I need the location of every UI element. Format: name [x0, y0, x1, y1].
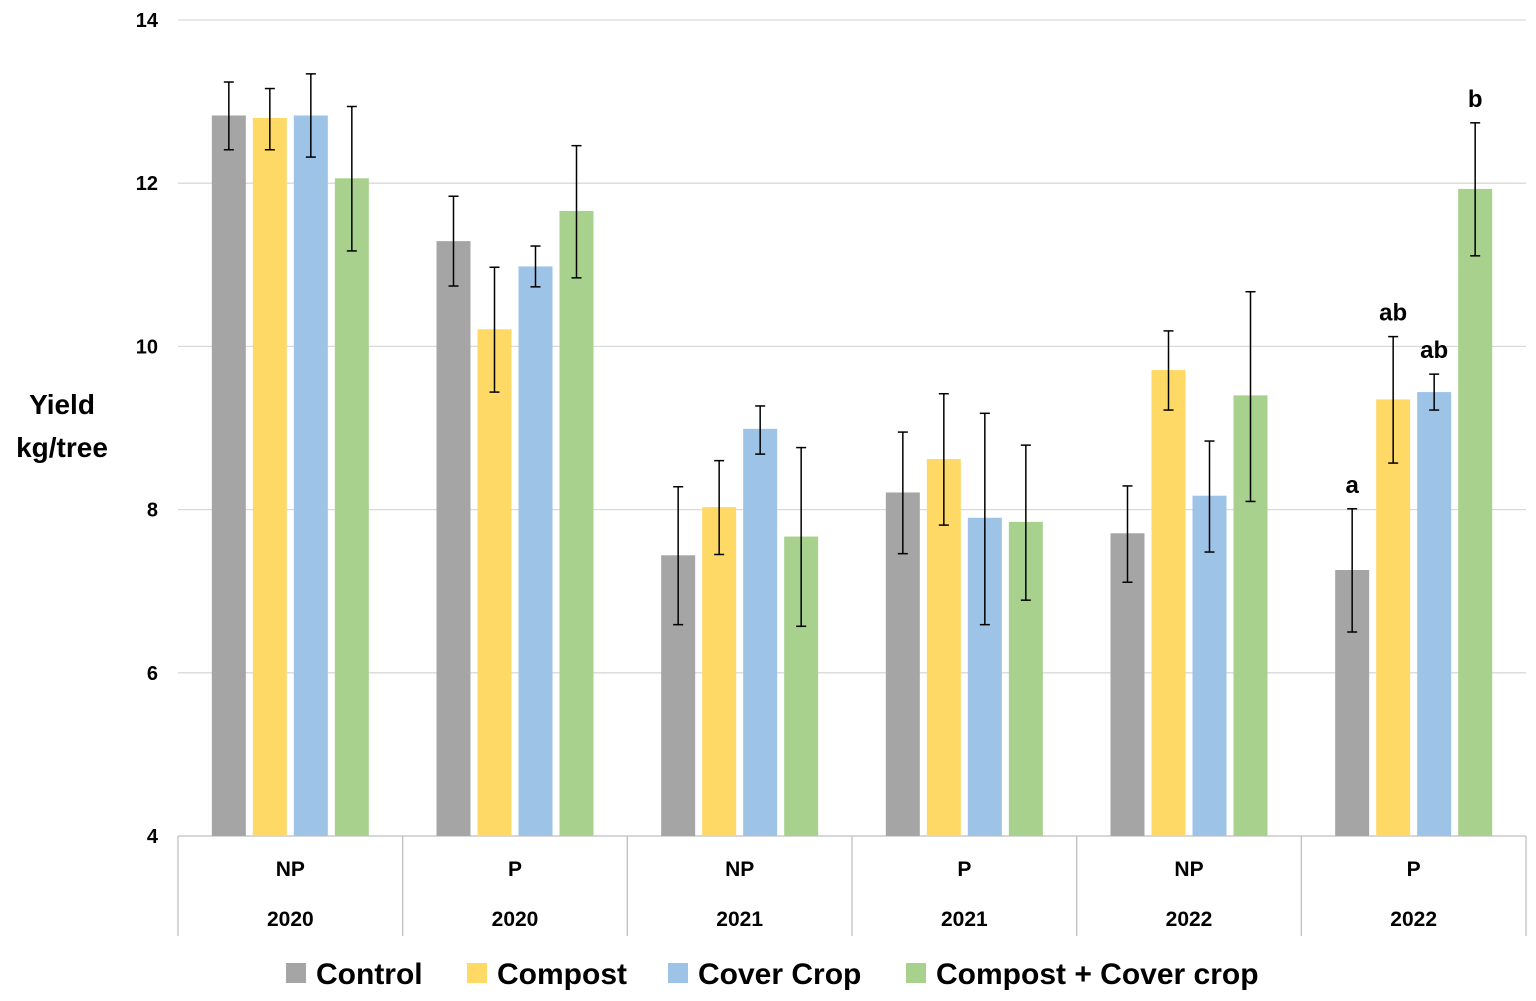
legend-swatch: [906, 963, 926, 983]
significance-letter: ab: [1379, 300, 1407, 327]
x-tick-label-group: NP: [276, 858, 305, 881]
y-tick-label: 8: [147, 500, 158, 522]
bar-compost-cover-crop: [334, 178, 369, 836]
x-tick-label-year: 2020: [267, 908, 314, 931]
bar-cover-crop: [1417, 392, 1452, 836]
bar-compost: [252, 117, 287, 837]
legend-label: Control: [316, 958, 423, 991]
x-tick-label-group: P: [957, 858, 971, 881]
axes: 4 6 8 10 12 14 NP 2020 P 2020 NP 2021 P 2021 NP 2022 P 20…: [136, 10, 1527, 936]
bar-compost: [702, 507, 737, 836]
gridlines: [178, 19, 1526, 837]
bar-control: [211, 115, 246, 837]
bar-control: [436, 241, 471, 837]
y-tick-label: 6: [147, 663, 158, 685]
y-tick-label: 10: [136, 336, 158, 358]
bar-compost: [477, 329, 512, 836]
legend-swatch: [467, 963, 487, 983]
bar-control: [1110, 533, 1145, 836]
x-tick-label-group: P: [1407, 858, 1421, 881]
y-tick-label: 12: [136, 173, 158, 195]
x-tick-label-year: 2020: [492, 908, 539, 931]
x-tick-label-year: 2022: [1166, 908, 1213, 931]
legend-label: Compost + Cover crop: [936, 958, 1259, 991]
bar-cover-crop: [743, 428, 778, 836]
y-axis-label-line1: Yield: [29, 389, 95, 420]
y-tick-label: 14: [136, 10, 159, 32]
x-tick-label-year: 2021: [716, 908, 763, 931]
significance-letter: a: [1345, 472, 1359, 499]
bar-compost: [1151, 370, 1186, 836]
bar-cover-crop: [293, 115, 328, 837]
y-tick-label: 4: [147, 826, 159, 848]
x-tick-label-year: 2021: [941, 908, 988, 931]
legend-label: Compost: [497, 958, 627, 991]
legend-swatch: [668, 963, 688, 983]
bar-compost: [1376, 399, 1411, 836]
y-axis-label-line2: kg/tree: [16, 432, 108, 463]
x-tick-label-group: NP: [1174, 858, 1203, 881]
significance-letter: b: [1468, 86, 1483, 113]
legend-label: Cover Crop: [698, 958, 861, 991]
x-tick-label-year: 2022: [1390, 908, 1437, 931]
significance-letter: ab: [1420, 337, 1448, 364]
bar-compost-cover-crop: [559, 210, 594, 837]
x-tick-label-group: P: [508, 858, 522, 881]
x-tick-label-group: NP: [725, 858, 754, 881]
legend: Control Compost Cover Crop Compost + Cover …: [286, 958, 1259, 991]
bar-compost-cover-crop: [1458, 188, 1493, 837]
bar-cover-crop: [518, 266, 553, 836]
legend-swatch: [286, 963, 306, 983]
